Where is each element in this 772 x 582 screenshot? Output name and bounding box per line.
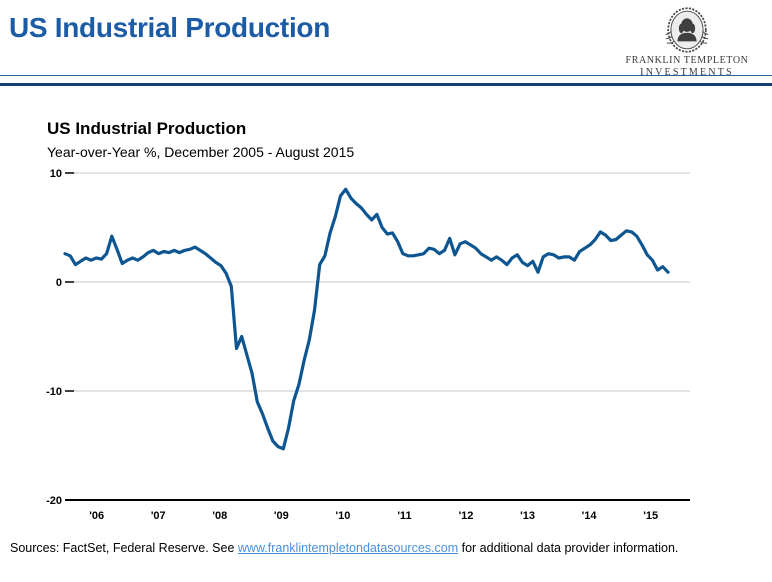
franklin-templeton-logo: FRANKLIN TEMPLETON INVESTMENTS xyxy=(612,5,762,78)
sources-note: Sources: FactSet, Federal Reserve. See w… xyxy=(10,541,678,555)
x-axis-label: '08 xyxy=(212,510,227,522)
x-axis-label: '10 xyxy=(335,510,350,522)
logo-text-line1: FRANKLIN TEMPLETON xyxy=(625,55,749,66)
header-rule-thin xyxy=(0,75,772,76)
page-title: US Industrial Production xyxy=(9,12,331,43)
x-axis-label: '09 xyxy=(274,510,289,522)
header-rule-thick xyxy=(0,83,772,86)
logo-text-line2: INVESTMENTS xyxy=(640,67,734,78)
y-axis-label: -10 xyxy=(46,386,62,398)
sources-text-prefix: Sources: FactSet, Federal Reserve. See xyxy=(10,541,238,555)
x-axis-label: '13 xyxy=(520,510,535,522)
sources-text-suffix: for additional data provider information… xyxy=(458,541,679,555)
y-axis-label: 0 xyxy=(56,277,62,289)
x-axis-label: '14 xyxy=(582,510,598,522)
series-line xyxy=(63,187,670,451)
x-axis-label: '07 xyxy=(151,510,166,522)
x-axis-label: '12 xyxy=(459,510,474,522)
x-axis-label: '11 xyxy=(397,510,411,522)
ben-franklin-medallion-icon xyxy=(665,7,709,53)
chart-subtitle: Year-over-Year %, December 2005 - August… xyxy=(47,144,355,160)
data-sources-link[interactable]: www.franklintempletondatasources.com xyxy=(237,541,459,555)
y-axis-label: -20 xyxy=(46,495,62,507)
x-axis-label: '15 xyxy=(643,510,658,522)
y-axis-label: 10 xyxy=(50,168,62,180)
x-axis-label: '06 xyxy=(89,510,104,522)
chart-title: US Industrial Production xyxy=(47,119,247,138)
